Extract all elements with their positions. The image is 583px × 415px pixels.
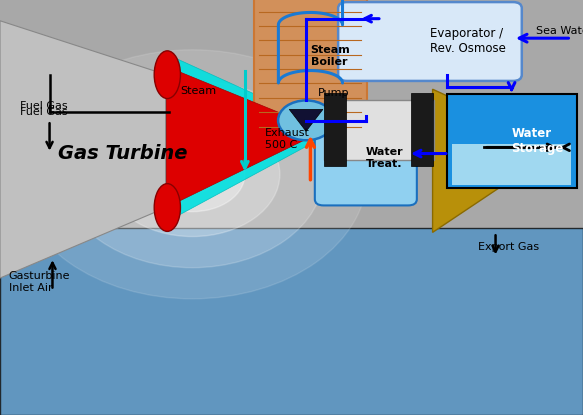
Text: Gas Turbine: Gas Turbine: [58, 144, 188, 163]
FancyBboxPatch shape: [0, 228, 583, 415]
Text: Water
Treat.: Water Treat.: [366, 147, 403, 168]
Text: Exhaust
500 C: Exhaust 500 C: [265, 128, 310, 150]
Polygon shape: [289, 110, 323, 131]
FancyBboxPatch shape: [254, 0, 367, 134]
Text: Fuel Gas: Fuel Gas: [20, 107, 68, 117]
Text: Gasturbine
Inlet Air: Gasturbine Inlet Air: [9, 271, 70, 293]
Circle shape: [61, 81, 324, 268]
FancyBboxPatch shape: [411, 93, 433, 166]
Ellipse shape: [154, 183, 181, 232]
FancyBboxPatch shape: [447, 94, 577, 188]
Ellipse shape: [154, 51, 181, 99]
Text: Steam
Boiler: Steam Boiler: [311, 45, 350, 67]
Polygon shape: [0, 21, 166, 278]
Text: Steam: Steam: [181, 86, 217, 96]
Text: Water
Storage: Water Storage: [511, 127, 564, 155]
FancyBboxPatch shape: [315, 110, 417, 205]
Circle shape: [140, 137, 245, 212]
Polygon shape: [433, 89, 560, 232]
Circle shape: [166, 156, 219, 193]
Text: Pump: Pump: [318, 88, 349, 98]
Text: Export Gas: Export Gas: [478, 242, 539, 252]
FancyBboxPatch shape: [324, 100, 434, 160]
Circle shape: [278, 100, 334, 140]
Text: Sea Wate: Sea Wate: [536, 26, 583, 36]
Text: Fuel Gas: Fuel Gas: [20, 101, 68, 111]
FancyBboxPatch shape: [324, 93, 346, 166]
Circle shape: [17, 50, 367, 299]
FancyBboxPatch shape: [452, 144, 571, 185]
FancyBboxPatch shape: [338, 2, 522, 81]
Polygon shape: [166, 54, 335, 222]
Polygon shape: [166, 66, 324, 208]
Text: Evaporator /
Rev. Osmose: Evaporator / Rev. Osmose: [430, 27, 505, 56]
Circle shape: [105, 112, 280, 237]
